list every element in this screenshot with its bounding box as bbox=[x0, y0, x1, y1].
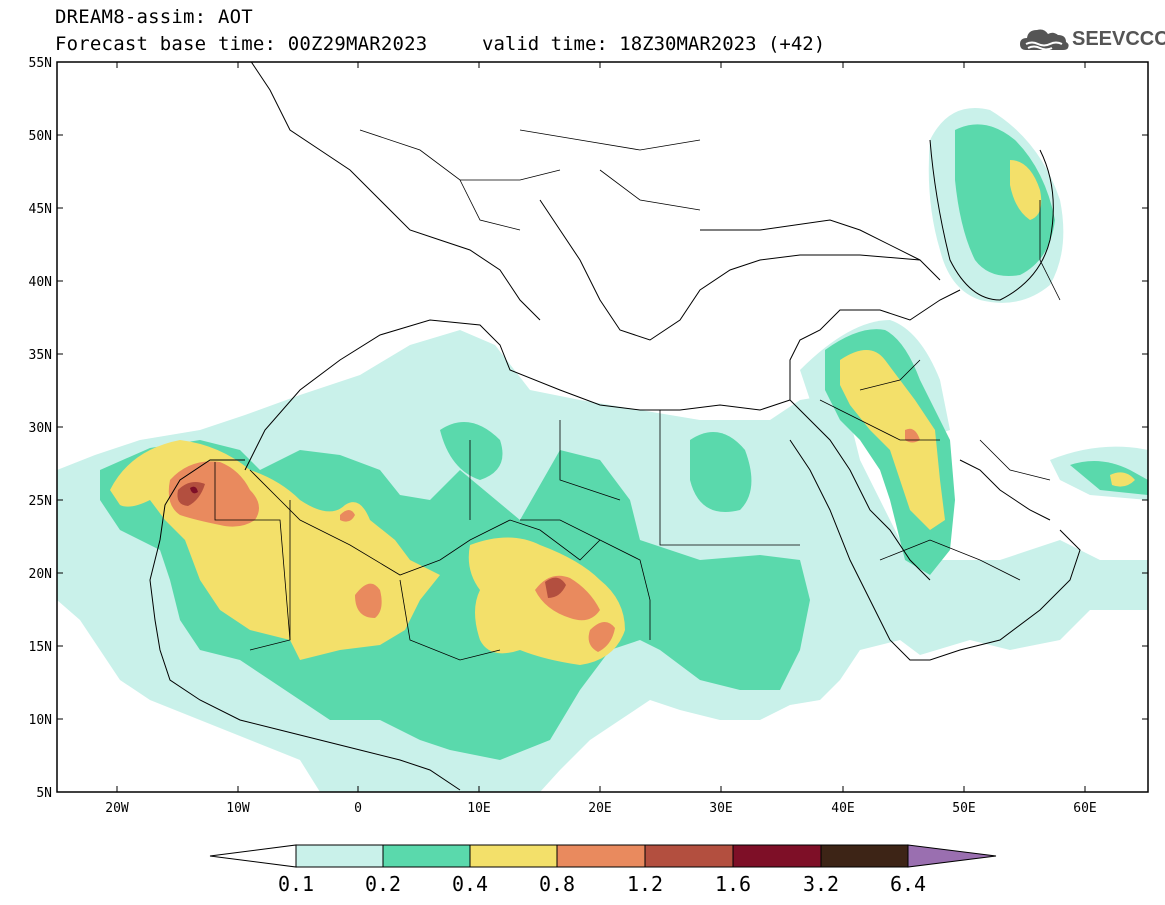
valid-time: valid time: 18Z30MAR2023 (+42) bbox=[482, 33, 826, 55]
logo-text: SEEVCCC bbox=[1072, 28, 1165, 50]
colorbar-left-arrow bbox=[209, 844, 297, 868]
lon-label: 20E bbox=[588, 801, 611, 816]
colorbar-label: 0.2 bbox=[365, 872, 401, 896]
lat-label: 40N bbox=[29, 275, 52, 290]
lon-labels: 20W 10W 0 10E 20E 30E 40E 50E 60E bbox=[105, 801, 1096, 816]
colorbar-label: 1.6 bbox=[715, 872, 751, 896]
lon-label: 0 bbox=[354, 801, 362, 816]
lon-label: 30E bbox=[709, 801, 732, 816]
aot-level-0-8 bbox=[168, 428, 920, 652]
lat-labels: 5N 10N 15N 20N 25N 30N 35N 40N 45N 50N 5… bbox=[29, 56, 52, 801]
lat-label: 55N bbox=[29, 56, 52, 71]
lon-label: 10W bbox=[226, 801, 250, 816]
lat-label: 35N bbox=[29, 348, 52, 363]
colorbar-labels: 0.1 0.2 0.4 0.8 1.2 1.6 3.2 6.4 bbox=[278, 872, 926, 896]
lat-label: 50N bbox=[29, 129, 52, 144]
colorbar-swatch bbox=[732, 844, 822, 868]
lat-label: 45N bbox=[29, 202, 52, 217]
aot-field bbox=[57, 108, 1148, 792]
colorbar-swatch bbox=[820, 844, 909, 868]
lat-label: 30N bbox=[29, 421, 52, 436]
colorbar-label: 0.4 bbox=[452, 872, 488, 896]
lon-label: 20W bbox=[105, 801, 129, 816]
colorbar-label: 1.2 bbox=[627, 872, 663, 896]
colorbar-swatch bbox=[644, 844, 734, 868]
lon-label: 60E bbox=[1073, 801, 1096, 816]
lat-label: 20N bbox=[29, 567, 52, 582]
colorbar bbox=[209, 844, 997, 868]
colorbar-swatch bbox=[382, 844, 471, 868]
colorbar-swatch bbox=[469, 844, 558, 868]
lat-label: 15N bbox=[29, 640, 52, 655]
colorbar-swatch bbox=[556, 844, 646, 868]
map-title: DREAM8-assim: AOT bbox=[55, 6, 253, 28]
axis-ticks bbox=[57, 62, 1148, 793]
lat-label: 5N bbox=[36, 786, 52, 801]
lon-label: 50E bbox=[952, 801, 975, 816]
seevccc-logo: SEEVCCC bbox=[1018, 24, 1165, 56]
lat-label: 10N bbox=[29, 713, 52, 728]
aot-level-1-6 bbox=[190, 486, 198, 494]
colorbar-label: 0.8 bbox=[539, 872, 575, 896]
borders bbox=[214, 129, 1061, 661]
colorbar-label: 6.4 bbox=[890, 872, 926, 896]
lon-label: 10E bbox=[467, 801, 490, 816]
colorbar-label: 0.1 bbox=[278, 872, 314, 896]
lat-label: 25N bbox=[29, 494, 52, 509]
colorbar-label: 3.2 bbox=[803, 872, 839, 896]
cloud-icon bbox=[1020, 29, 1069, 51]
aot-level-1-2 bbox=[177, 482, 566, 598]
colorbar-right-arrow bbox=[907, 844, 997, 868]
colorbar-swatch bbox=[295, 844, 384, 868]
forecast-base-time: Forecast base time: 00Z29MAR2023 bbox=[55, 33, 428, 55]
lon-label: 40E bbox=[831, 801, 854, 816]
